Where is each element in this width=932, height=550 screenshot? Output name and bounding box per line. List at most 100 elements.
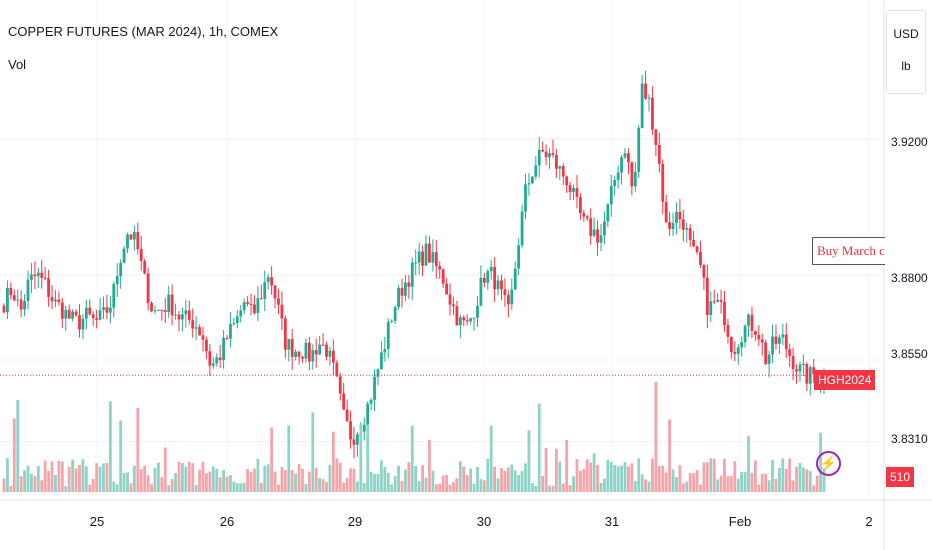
volume-bar xyxy=(579,470,582,492)
candle-body xyxy=(760,339,764,343)
volume-bar xyxy=(376,473,380,492)
candle-body xyxy=(654,129,658,145)
volume-bar xyxy=(520,471,524,492)
volume-bar xyxy=(712,458,716,492)
volume-bar xyxy=(476,466,479,492)
currency-unit-selector[interactable]: USD lb xyxy=(886,10,926,94)
volume-bar xyxy=(74,468,78,492)
candle-body xyxy=(795,369,798,372)
volume-bar xyxy=(554,448,558,492)
volume-bar xyxy=(781,458,785,492)
symbol-price-tag: HGH2024 xyxy=(814,370,876,390)
candle-body xyxy=(781,334,785,338)
candle-body xyxy=(568,185,572,192)
candle-body xyxy=(181,314,184,320)
candle-body xyxy=(805,364,809,384)
volume-bar xyxy=(428,440,431,492)
candle-body xyxy=(616,172,620,180)
candle-body xyxy=(397,287,400,308)
candle-body xyxy=(527,183,531,185)
candle-body xyxy=(603,221,606,236)
volume-bar xyxy=(301,468,304,492)
candle-body xyxy=(95,318,99,320)
volume-bar xyxy=(181,463,184,492)
volume-bar xyxy=(585,459,589,492)
volume-bar xyxy=(239,483,243,492)
candle-body xyxy=(558,166,562,169)
candle-body xyxy=(132,231,136,240)
candle-body xyxy=(283,318,287,350)
candle-body xyxy=(256,298,260,314)
candle-body xyxy=(239,310,243,317)
trade-note-annotation[interactable]: Buy March copper xyxy=(812,237,885,265)
unit-label[interactable]: lb xyxy=(901,59,911,73)
candle-body xyxy=(565,176,569,186)
volume-bar xyxy=(277,484,280,492)
candle-body xyxy=(129,234,133,240)
candle-body xyxy=(733,352,737,354)
volume-bar xyxy=(431,470,435,492)
candle-body xyxy=(177,314,181,320)
candle-body xyxy=(716,299,720,302)
candle-body xyxy=(438,266,442,270)
volume-bar xyxy=(767,480,771,492)
candle-body xyxy=(812,367,816,375)
candle-body xyxy=(325,344,328,357)
candle-body xyxy=(19,299,23,310)
volume-bar xyxy=(390,484,394,492)
currency-label[interactable]: USD xyxy=(893,27,919,41)
volume-bar xyxy=(19,476,23,492)
volume-bar xyxy=(630,463,634,492)
volume-bar xyxy=(150,483,153,492)
candle-body xyxy=(651,97,654,130)
candle-body xyxy=(40,272,44,278)
volume-bar xyxy=(688,473,692,492)
candle-body xyxy=(277,298,280,305)
volume-bar xyxy=(822,468,826,492)
candle-body xyxy=(647,97,651,99)
volume-bar xyxy=(678,465,682,492)
candle-body xyxy=(30,274,33,280)
candle-body xyxy=(249,303,253,305)
candle-body xyxy=(115,276,119,285)
volume-bar xyxy=(47,470,51,492)
candle-body xyxy=(16,299,20,301)
volume-bar xyxy=(331,431,335,492)
candle-body xyxy=(599,235,603,243)
lightning-icon[interactable]: ⚡ xyxy=(816,451,841,476)
time-tick-label: 26 xyxy=(219,514,235,529)
candle-body xyxy=(321,344,325,346)
candle-body xyxy=(208,351,212,366)
volume-bar xyxy=(383,466,387,492)
volume-bar xyxy=(167,485,171,492)
volume-indicator-label[interactable]: Vol xyxy=(8,57,27,72)
candle-body xyxy=(537,149,541,166)
volume-bar xyxy=(723,458,726,492)
candle-body xyxy=(201,335,205,340)
candle-body xyxy=(723,301,726,326)
volume-bar xyxy=(699,484,702,492)
candle-body xyxy=(301,356,304,359)
candle-body xyxy=(259,298,263,300)
volume-bar xyxy=(709,458,713,492)
candle-body xyxy=(198,327,201,336)
volume-bar xyxy=(421,465,424,492)
candle-body xyxy=(678,211,682,220)
volume-bar xyxy=(321,479,325,492)
volume-bar xyxy=(283,470,287,492)
volume-bar xyxy=(620,465,623,492)
candle-body xyxy=(318,344,322,355)
volume-bar xyxy=(349,468,352,492)
volume-bar xyxy=(479,479,483,492)
volume-bar xyxy=(561,483,565,492)
volume-bar xyxy=(668,419,672,492)
candle-body xyxy=(187,310,191,321)
volume-bar xyxy=(318,477,322,492)
price-tick-label: 3.8800 xyxy=(891,271,928,285)
candle-body xyxy=(23,301,26,310)
time-tick-label: 2 xyxy=(865,514,873,529)
volume-bar xyxy=(534,485,538,492)
volume-bar xyxy=(242,482,246,492)
chart-title: COPPER FUTURES (MAR 2024), 1h, COMEX xyxy=(8,24,279,39)
